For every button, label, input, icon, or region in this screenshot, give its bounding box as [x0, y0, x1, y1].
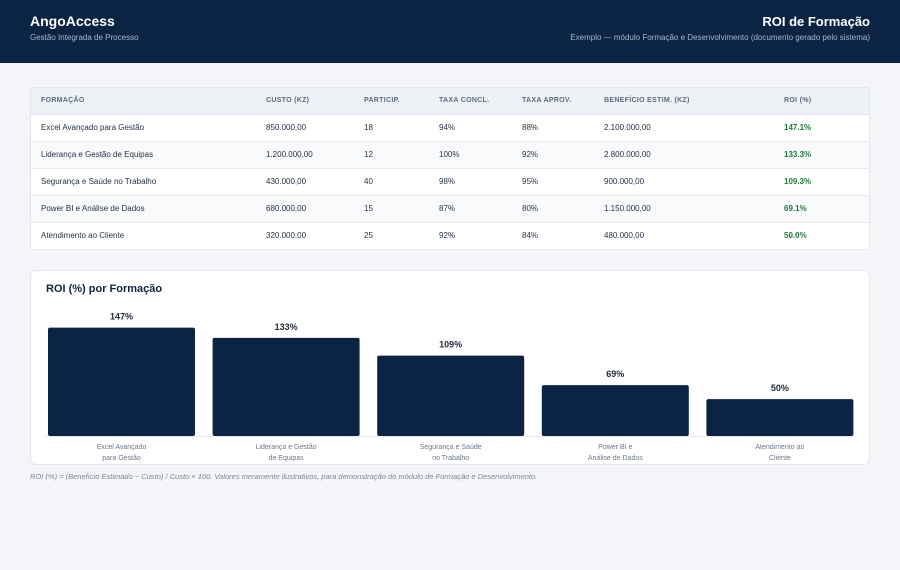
chart-category-label: Análise de Dados	[588, 455, 643, 462]
brand-name: AngoAccess	[30, 13, 115, 29]
page-title: ROI de Formação	[762, 14, 870, 29]
chart-category-label: Atendimento ao	[755, 444, 804, 451]
chart-bar[interactable]	[212, 337, 360, 436]
table-header-row: FORMAÇÃO CUSTO (KZ) PARTICIP. TAXA CONCL…	[31, 88, 869, 115]
cell-particip: 25	[364, 231, 373, 241]
cell-formacao: Excel Avançado para Gestão	[31, 114, 256, 142]
cell-taxa-concl: 94%	[429, 114, 512, 142]
chart-bar[interactable]	[706, 399, 854, 436]
cell-custo: 430.000,00	[256, 168, 354, 196]
chart-category-label: Cliente	[769, 455, 791, 462]
col-header-formacao[interactable]: FORMAÇÃO	[31, 88, 256, 115]
cell-custo: 680.000,00	[256, 195, 354, 223]
cell-beneficio: 2.100.000,00	[594, 114, 774, 142]
chart-category-label: Liderança e Gestão	[256, 444, 317, 451]
chart-category-label: Power BI e	[598, 444, 632, 451]
cell-beneficio: 1.150.000,00	[594, 195, 774, 223]
cell-formacao: Liderança e Gestão de Equipas	[31, 141, 256, 169]
col-header-roi[interactable]: ROI (%)	[774, 88, 869, 115]
cell-roi: 50.0%	[784, 231, 807, 241]
table-row[interactable]: Segurança e Saúde no Trabalho 430.000,00…	[31, 168, 869, 196]
chart-category-label: no Trabalho	[432, 455, 469, 462]
cell-taxa-concl: 92%	[439, 231, 456, 241]
roi-table: FORMAÇÃO CUSTO (KZ) PARTICIP. TAXA CONCL…	[31, 88, 869, 249]
chart-category-label: para Gestão	[102, 455, 141, 462]
col-header-custo[interactable]: CUSTO (KZ)	[256, 88, 354, 115]
cell-formacao: Power BI e Análise de Dados	[31, 195, 256, 223]
cell-particip: 18	[354, 114, 429, 142]
chart-category-label: Segurança e Saúde	[420, 444, 482, 451]
cell-roi: 133.3%	[774, 141, 869, 169]
chart-data-label: 147%	[110, 312, 133, 322]
cell-formacao: Segurança e Saúde no Trabalho	[31, 168, 256, 196]
col-header-taxa-concl[interactable]: TAXA CONCL.	[429, 88, 512, 115]
cell-beneficio: 900.000,00	[594, 168, 774, 196]
cell-taxa-aprov: 95%	[512, 168, 594, 196]
app-header: AngoAccess Gestão Integrada de Processo …	[0, 0, 900, 63]
brand-subtitle: Gestão Integrada de Processo	[30, 33, 139, 42]
chart-data-label: 69%	[606, 369, 624, 379]
chart-category-label: Excel Avançado	[97, 444, 147, 451]
cell-taxa-aprov: 84%	[522, 231, 539, 241]
cell-beneficio: 2.800.000,00	[594, 141, 774, 169]
cell-taxa-concl: 87%	[429, 195, 512, 223]
col-header-beneficio[interactable]: BENEFÍCIO ESTIM. (KZ)	[594, 88, 774, 115]
chart-category-label: de Equipas	[269, 455, 305, 462]
cell-taxa-aprov: 80%	[512, 195, 594, 223]
page-subtitle: Exemplo — módulo Formação e Desenvolvime…	[570, 33, 870, 42]
cell-formacao: Atendimento ao Cliente	[41, 231, 125, 241]
cell-taxa-concl: 100%	[429, 141, 512, 169]
col-header-particip[interactable]: PARTICIP.	[354, 88, 429, 115]
cell-particip: 12	[354, 141, 429, 169]
cell-roi: 147.1%	[774, 114, 869, 142]
cell-taxa-concl: 98%	[429, 168, 512, 196]
cell-custo: 850.000,00	[256, 114, 354, 142]
roi-bar-chart: 147% Excel Avançado para Gestão 133% Lideran…	[45, 312, 857, 462]
cell-roi: 109.3%	[774, 168, 869, 196]
roi-table-card: FORMAÇÃO CUSTO (KZ) PARTICIP. TAXA CONCL…	[30, 87, 870, 250]
table-row[interactable]: Power BI e Análise de Dados 680.000,00 1…	[31, 195, 869, 223]
chart-data-label: 133%	[275, 322, 298, 332]
chart-data-label: 50%	[771, 383, 789, 393]
roi-formula-footnote: ROI (%) = (Benefício Estimado − Custo) /…	[30, 472, 538, 481]
chart-bar[interactable]	[377, 355, 525, 436]
col-header-taxa-aprov[interactable]: TAXA APROV.	[512, 88, 594, 115]
cell-beneficio: 480.000,00	[604, 231, 645, 241]
cell-taxa-aprov: 92%	[512, 141, 594, 169]
chart-bar[interactable]	[48, 327, 195, 436]
roi-chart-card: ROI (%) por Formação 147% Excel Avançado p…	[30, 270, 870, 465]
chart-title: ROI (%) por Formação	[46, 283, 163, 295]
cell-custo: 1.200.000,00	[256, 141, 354, 169]
cell-particip: 40	[354, 168, 429, 196]
table-row[interactable]: Excel Avançado para Gestão 850.000,00 18…	[31, 114, 869, 142]
chart-bar[interactable]	[541, 385, 689, 436]
cell-taxa-aprov: 88%	[512, 114, 594, 142]
cell-roi: 69.1%	[774, 195, 869, 223]
chart-data-label: 109%	[439, 340, 462, 350]
table-row[interactable]: Liderança e Gestão de Equipas 1.200.000,…	[31, 141, 869, 169]
cell-particip: 15	[354, 195, 429, 223]
cell-custo: 320.000,00	[266, 231, 307, 241]
table-row[interactable]: Atendimento ao Cliente 320.000,00 25 92%…	[31, 222, 869, 249]
